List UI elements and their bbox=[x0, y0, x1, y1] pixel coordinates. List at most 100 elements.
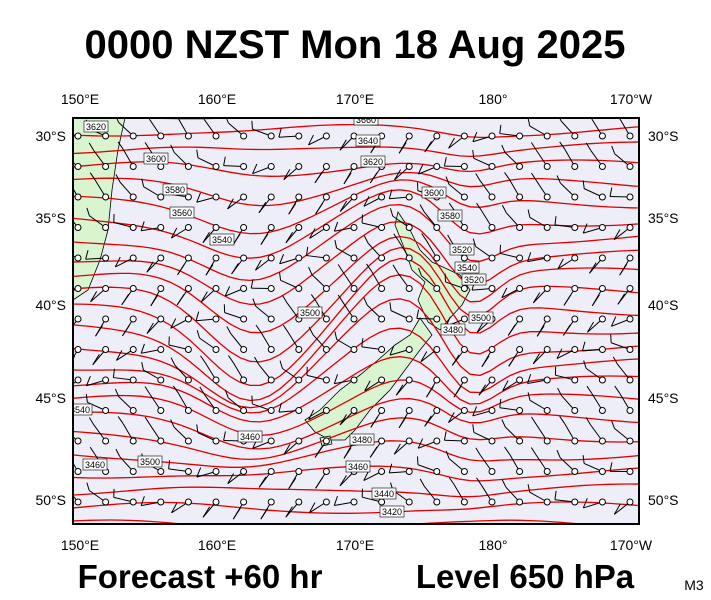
contour-label: 3460 bbox=[240, 432, 260, 442]
lat-label-left: 30°S bbox=[35, 128, 66, 144]
contour-label: 3580 bbox=[165, 185, 185, 195]
contour-label: 3500 bbox=[300, 308, 320, 318]
barb-feather bbox=[586, 385, 593, 394]
barb-station bbox=[571, 376, 579, 384]
barb-station bbox=[543, 163, 551, 170]
barb-feather bbox=[170, 357, 176, 366]
barb-feather bbox=[200, 355, 206, 364]
barb-feather bbox=[501, 204, 507, 213]
contour-label-box bbox=[209, 233, 235, 246]
barb-feather bbox=[614, 385, 621, 394]
barb-feather bbox=[86, 482, 90, 491]
barb-feather bbox=[196, 149, 199, 158]
barb-station bbox=[74, 224, 82, 231]
barb-feather bbox=[141, 178, 145, 187]
barb-feather bbox=[146, 322, 154, 334]
barb-feather bbox=[315, 477, 323, 489]
barb-feather bbox=[314, 446, 323, 458]
barb-feather bbox=[88, 142, 95, 151]
barb-station bbox=[460, 224, 468, 231]
barb-feather bbox=[339, 200, 348, 212]
contour-label: 3480 bbox=[443, 325, 463, 335]
barb-station bbox=[516, 132, 524, 140]
barb-feather bbox=[117, 416, 124, 424]
barb-station bbox=[598, 437, 606, 445]
barb-station bbox=[157, 315, 165, 323]
barb-feather bbox=[472, 424, 475, 433]
barb-station bbox=[488, 132, 496, 140]
contour-label-box bbox=[345, 460, 371, 473]
barb-feather bbox=[115, 350, 123, 361]
barb-feather bbox=[225, 118, 229, 124]
barb-feather bbox=[310, 294, 317, 302]
barb-feather bbox=[337, 294, 344, 303]
barb-feather bbox=[170, 227, 178, 239]
lat-label-right: 45°S bbox=[648, 390, 679, 406]
barb-feather bbox=[279, 360, 283, 369]
barb-station bbox=[543, 468, 551, 475]
barb-feather bbox=[282, 324, 289, 333]
contour-label: 3580 bbox=[440, 211, 460, 221]
barb-feather bbox=[333, 374, 339, 384]
contour-label: 3540 bbox=[212, 235, 232, 245]
barb-feather bbox=[501, 144, 506, 153]
contour-label-box bbox=[162, 183, 188, 196]
barb-station bbox=[212, 437, 220, 445]
barb-feather bbox=[507, 324, 516, 336]
barb-station bbox=[460, 285, 468, 292]
barb-feather bbox=[364, 380, 371, 392]
level-label: Level 650 hPa bbox=[416, 558, 635, 595]
contour-label-box bbox=[83, 120, 109, 133]
barb-feather bbox=[531, 416, 537, 425]
barb-feather bbox=[472, 132, 478, 142]
contour-label: 3620 bbox=[86, 122, 106, 132]
barb-station bbox=[129, 163, 137, 170]
barb-station bbox=[267, 193, 275, 201]
barb-feather bbox=[451, 354, 460, 366]
barb-station bbox=[295, 254, 303, 262]
barb-feather bbox=[227, 198, 234, 210]
barb-feather bbox=[288, 477, 297, 490]
barb-feather bbox=[582, 498, 588, 509]
barb-feather bbox=[448, 137, 455, 149]
barb-feather bbox=[416, 309, 420, 319]
barb-feather bbox=[363, 470, 370, 481]
barb-feather bbox=[613, 229, 621, 240]
barb-station bbox=[212, 285, 220, 292]
barb-station bbox=[157, 224, 165, 231]
barb-station bbox=[405, 163, 413, 170]
barb-station bbox=[350, 254, 358, 262]
lon-label-bottom: 180° bbox=[479, 537, 508, 553]
barb-feather bbox=[609, 187, 613, 197]
barb-feather bbox=[557, 258, 564, 270]
barb-station bbox=[516, 224, 524, 231]
barb-feather bbox=[587, 321, 595, 333]
barb-station bbox=[378, 468, 386, 475]
barb-station bbox=[240, 285, 248, 292]
barb-station bbox=[102, 224, 110, 231]
barb-feather bbox=[150, 294, 159, 307]
barb-feather bbox=[314, 171, 323, 184]
barb-station bbox=[74, 315, 82, 323]
barb-station bbox=[516, 407, 524, 414]
contour-label: 3520 bbox=[464, 275, 484, 285]
barb-feather bbox=[504, 172, 510, 180]
contour-line bbox=[73, 204, 639, 282]
barb-station bbox=[433, 437, 441, 445]
barb-feather bbox=[583, 360, 587, 369]
barb-feather bbox=[472, 150, 475, 159]
barb-station bbox=[543, 407, 551, 414]
lat-label-left: 45°S bbox=[35, 390, 66, 406]
contour-label: 3600 bbox=[424, 188, 444, 198]
barb-feather bbox=[333, 495, 338, 506]
barb-feather bbox=[370, 416, 379, 428]
barb-station bbox=[378, 285, 386, 292]
barb-station bbox=[157, 376, 165, 384]
barb-station bbox=[322, 132, 330, 140]
barb-feather bbox=[417, 438, 424, 449]
barb-station bbox=[184, 346, 192, 353]
barb-station bbox=[488, 407, 496, 414]
barb-station bbox=[543, 254, 551, 262]
barb-station bbox=[626, 315, 634, 323]
barb-feather bbox=[333, 221, 339, 232]
